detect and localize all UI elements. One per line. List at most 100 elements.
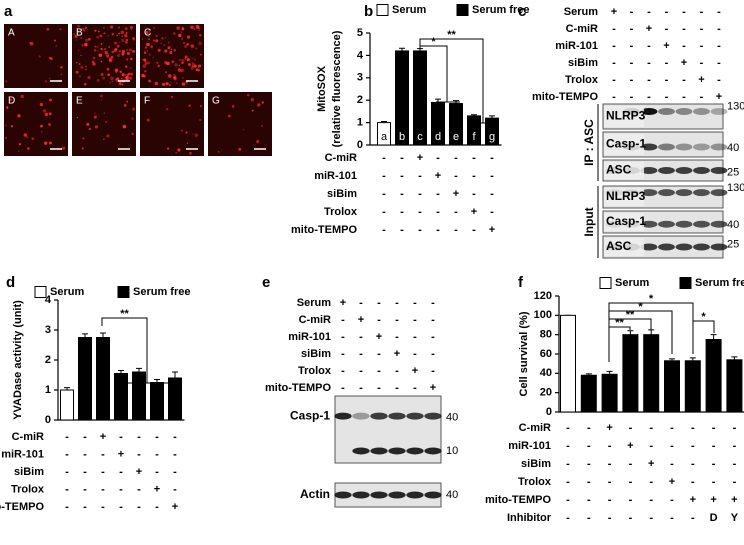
condition-sign: -	[649, 440, 653, 452]
legend-label: Serum free	[472, 4, 529, 16]
condition-sign: -	[472, 152, 476, 164]
condition-sign: -	[436, 206, 440, 218]
band	[693, 143, 710, 151]
condition-sign: -	[608, 440, 612, 452]
band	[675, 143, 693, 151]
error-bar	[627, 330, 634, 335]
band	[424, 447, 442, 455]
condition-sign: -	[691, 422, 695, 434]
condition-sign: -	[400, 152, 404, 164]
treatment-sign: -	[377, 314, 381, 326]
band	[658, 108, 675, 115]
treatment-sign: -	[359, 331, 363, 343]
condition-sign: Y	[731, 512, 739, 524]
condition-sign: -	[733, 422, 737, 434]
row-label: Casp-1	[290, 408, 330, 422]
blot-strip: Casp-1 40	[602, 131, 739, 158]
cell-dot	[195, 47, 198, 50]
cell-dot	[131, 117, 134, 120]
cell-dot	[153, 27, 155, 29]
cell-dot	[100, 60, 103, 63]
cell-dot	[92, 56, 96, 60]
cell-dot	[182, 76, 184, 79]
cell-dot	[198, 64, 202, 68]
cell-dot	[93, 115, 97, 119]
cell-dot	[121, 52, 125, 56]
treatment-sign: -	[630, 23, 634, 35]
cell-dot	[77, 24, 80, 28]
treatment-sign: +	[698, 74, 704, 86]
significance-mark: *	[701, 311, 706, 323]
cell-dot	[93, 49, 97, 52]
treatment-sign: -	[630, 91, 634, 103]
cell-dot	[126, 100, 129, 103]
y-tick-label: 120	[534, 290, 552, 302]
condition-sign: -	[418, 224, 422, 236]
y-tick-label: 3	[45, 324, 51, 336]
cell-dot	[29, 41, 32, 45]
cell-dot	[186, 43, 189, 46]
condition-sign: -	[587, 422, 591, 434]
cell-dot	[85, 68, 88, 71]
cell-dot	[163, 43, 166, 46]
treatment-sign: -	[377, 348, 381, 360]
cell-dot	[198, 41, 202, 46]
cell-dot	[165, 108, 169, 111]
condition-label: siBim	[327, 188, 357, 200]
condition-sign: +	[606, 422, 612, 434]
condition-sign: +	[435, 170, 441, 182]
y-tick-label: 5	[357, 27, 363, 39]
cell-dot	[118, 82, 122, 86]
micrograph: C	[140, 24, 204, 88]
bar-label: d	[435, 131, 441, 143]
condition-sign: -	[712, 476, 716, 488]
y-tick-label: 1	[357, 117, 363, 129]
treatment-sign: +	[358, 314, 364, 326]
bar	[132, 371, 146, 421]
condition-sign: -	[629, 512, 633, 524]
band	[693, 189, 710, 197]
cell-dot	[79, 75, 81, 78]
cell-dot	[131, 107, 136, 111]
condition-sign: -	[490, 170, 494, 182]
band	[352, 491, 370, 499]
treatment-sign: -	[647, 74, 651, 86]
condition-sign: -	[670, 422, 674, 434]
condition-sign: +	[417, 152, 423, 164]
condition-sign: -	[155, 448, 159, 460]
bar-label: f	[472, 131, 476, 143]
cell-dot	[261, 101, 264, 104]
condition-sign: -	[101, 448, 105, 460]
cell-dot	[48, 141, 52, 145]
treatment-label: siBim	[568, 57, 598, 69]
cell-dot	[170, 95, 174, 99]
cell-dot	[44, 80, 48, 83]
cell-dot	[121, 38, 125, 43]
band	[693, 167, 710, 174]
cell-dot	[55, 45, 58, 47]
cell-dot	[49, 78, 51, 80]
cell-dot	[185, 131, 188, 134]
bar-label: c	[417, 131, 423, 143]
size-marker: 25	[727, 239, 739, 251]
treatment-sign: -	[717, 6, 721, 18]
cell-dot	[181, 37, 184, 39]
cell-dot	[142, 74, 146, 78]
section-label: Input	[582, 207, 596, 236]
band	[693, 220, 710, 228]
image-frame	[72, 92, 136, 156]
treatment-sign: -	[395, 365, 399, 377]
condition-sign: -	[119, 466, 123, 478]
condition-sign: -	[629, 458, 633, 470]
treatment-sign: -	[630, 6, 634, 18]
treatment-sign: -	[413, 297, 417, 309]
cell-dot	[25, 136, 29, 139]
cell-dot	[76, 116, 79, 119]
cell-dot	[94, 125, 99, 129]
condition-sign: -	[83, 431, 87, 443]
cell-dot	[183, 44, 188, 49]
cell-dot	[87, 75, 91, 80]
cell-dot	[20, 94, 24, 99]
image-frame	[4, 92, 68, 156]
cell-dot	[98, 53, 103, 57]
